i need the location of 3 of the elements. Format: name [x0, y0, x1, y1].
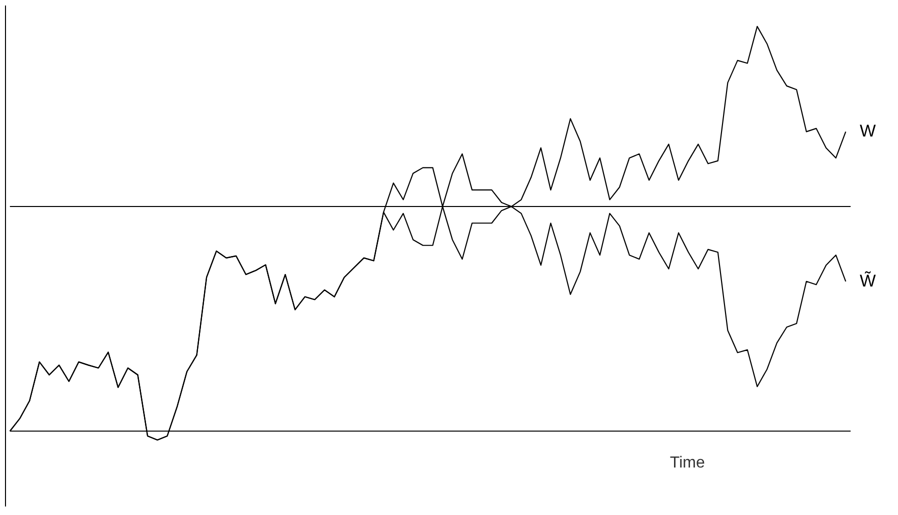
- x-axis-title: Time: [670, 454, 705, 472]
- series-label: W̃: [860, 270, 876, 290]
- series-label: W: [860, 122, 876, 141]
